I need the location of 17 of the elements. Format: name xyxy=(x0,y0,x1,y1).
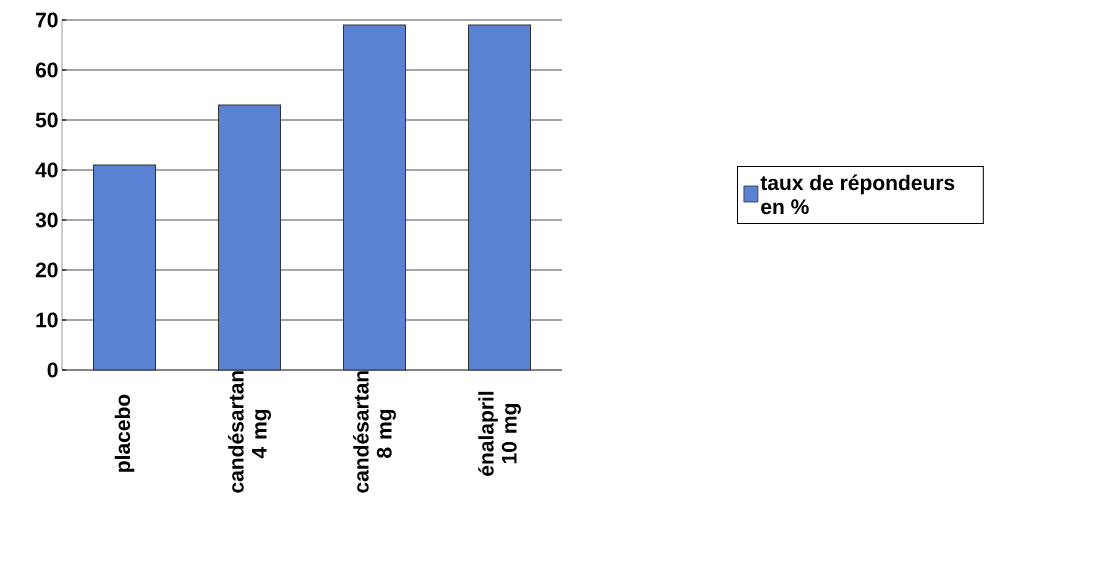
bar xyxy=(343,24,407,371)
bar xyxy=(218,104,281,371)
y-tick-label: 20 xyxy=(35,262,58,278)
x-tick-label: placebo xyxy=(114,394,135,472)
y-tick-label: 0 xyxy=(47,362,58,378)
y-tick-label: 10 xyxy=(36,312,58,328)
legend-label: taux de répondeurs en % xyxy=(760,174,955,215)
y-tick-label: 50 xyxy=(35,112,58,128)
y-tick-label: 40 xyxy=(35,162,58,178)
x-tick-label: candésartan 8 mg xyxy=(353,371,396,493)
x-tick-label: candésartan 4 mg xyxy=(228,371,271,493)
y-tick-label: 70 xyxy=(36,12,58,28)
y-tick-label: 60 xyxy=(35,62,58,78)
x-tick-label: énalapril 10 mg xyxy=(478,391,521,476)
y-tick-label: 30 xyxy=(35,212,58,228)
bar xyxy=(93,164,156,371)
bar xyxy=(468,24,532,371)
